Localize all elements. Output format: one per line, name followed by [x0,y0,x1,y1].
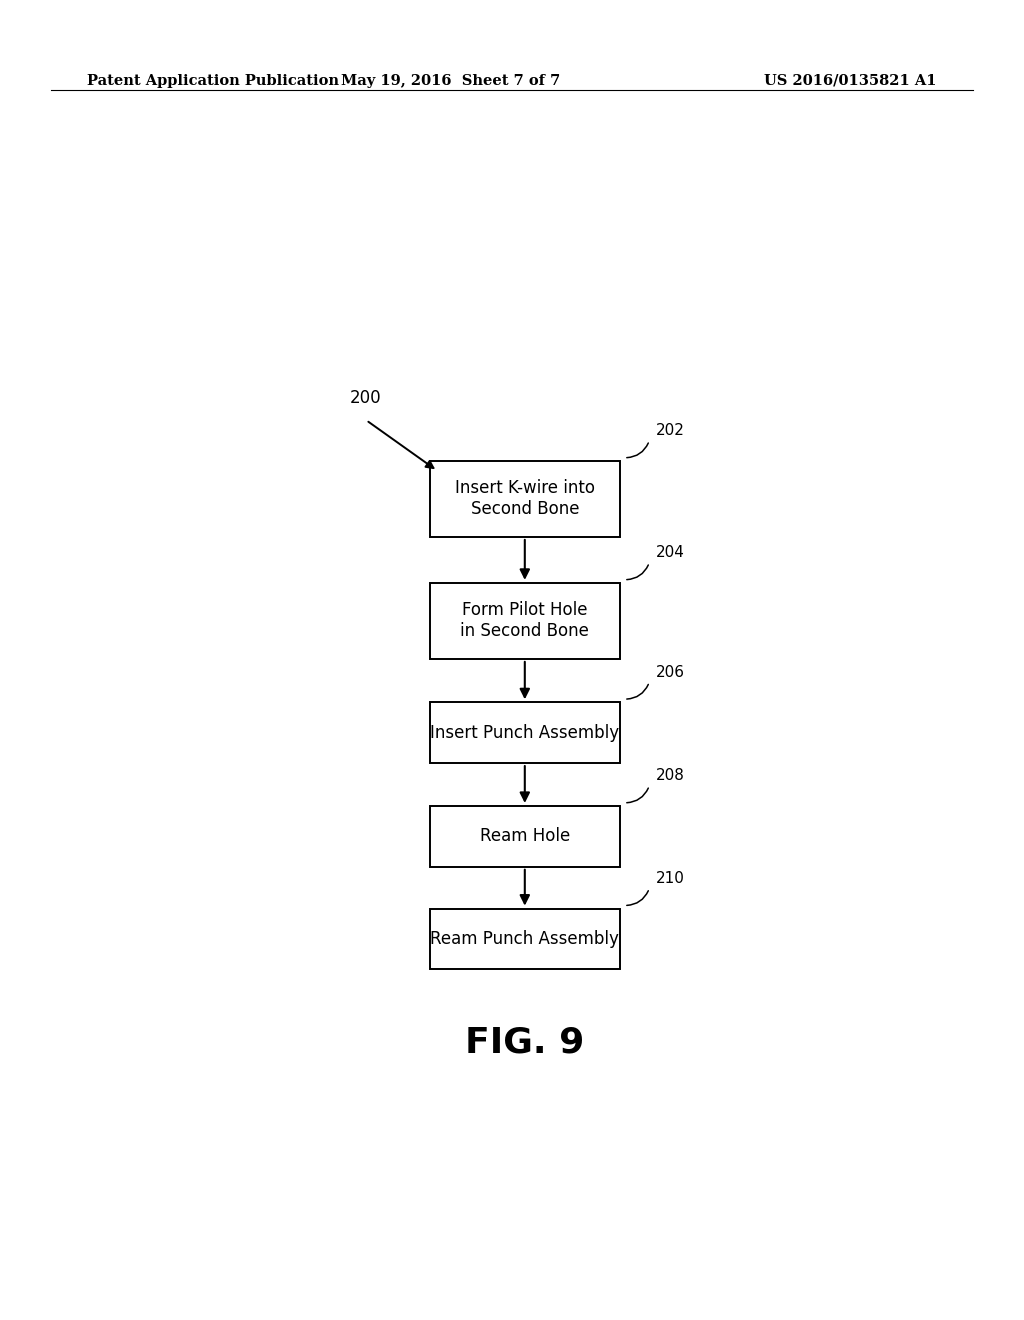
Text: Ream Hole: Ream Hole [479,828,570,845]
Text: US 2016/0135821 A1: US 2016/0135821 A1 [765,74,937,88]
Text: Form Pilot Hole
in Second Bone: Form Pilot Hole in Second Bone [461,602,589,640]
Text: May 19, 2016  Sheet 7 of 7: May 19, 2016 Sheet 7 of 7 [341,74,560,88]
Text: FIG. 9: FIG. 9 [465,1026,585,1060]
Bar [430,702,621,763]
Text: 208: 208 [655,768,685,784]
Text: Ream Punch Assembly: Ream Punch Assembly [430,931,620,948]
Text: 202: 202 [655,424,685,438]
Text: 206: 206 [655,665,685,680]
Bar [430,805,621,867]
Bar [430,461,621,537]
Text: 200: 200 [350,389,382,407]
Text: Insert Punch Assembly: Insert Punch Assembly [430,723,620,742]
Text: Insert K-wire into
Second Bone: Insert K-wire into Second Bone [455,479,595,519]
Text: Patent Application Publication: Patent Application Publication [87,74,339,88]
Bar [430,908,621,969]
Bar [430,582,621,659]
Text: 210: 210 [655,871,685,886]
Text: 204: 204 [655,545,685,561]
